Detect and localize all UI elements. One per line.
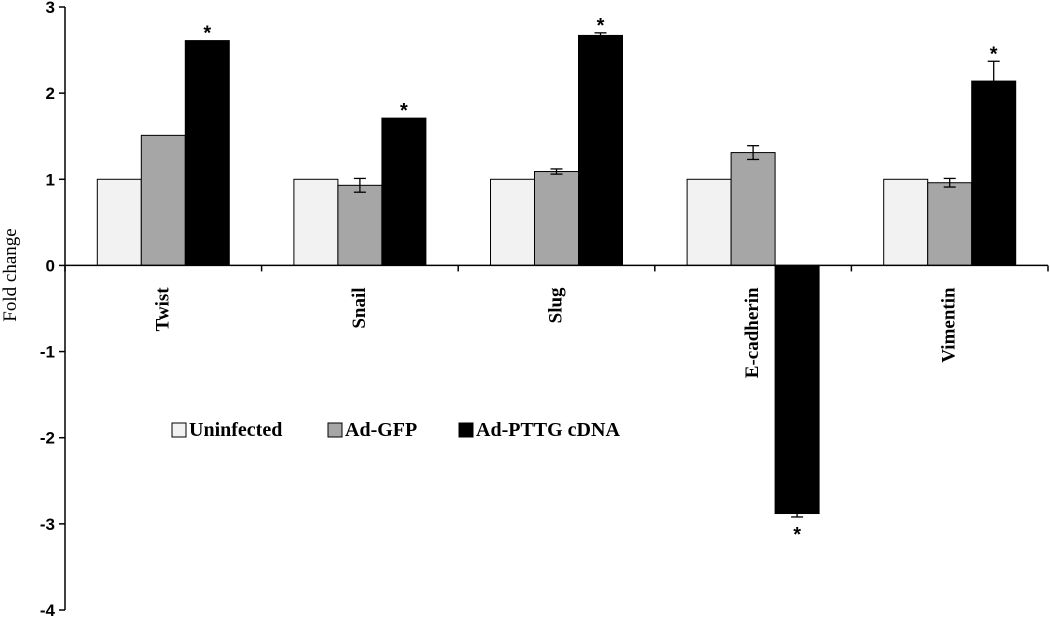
x-axis-ticks xyxy=(64,265,1049,272)
bars-layer xyxy=(96,34,1017,515)
bar-ad-pttg-cdna-slug xyxy=(578,34,623,266)
y-axis-ticks: 3 2 1 0 -1 -2 -3 -4 xyxy=(40,0,65,617)
significance-star: * xyxy=(400,100,408,122)
significance-marks: * * * * * xyxy=(203,15,997,546)
category-label: E-cadherin xyxy=(742,287,763,378)
bar-ad-pttg-cdna-e-cadherin xyxy=(774,264,820,515)
bar-ad-gfp-e-cadherin xyxy=(730,152,776,266)
y-tick-label: -4 xyxy=(40,601,56,617)
legend-label: Ad-PTTG cDNA xyxy=(476,419,620,441)
significance-star: * xyxy=(793,524,801,546)
category-label: Twist xyxy=(152,287,173,332)
bar-ad-gfp-vimentin xyxy=(927,182,973,266)
bar-uninfected-vimentin xyxy=(883,178,929,266)
bar-ad-pttg-cdna-twist xyxy=(184,40,230,266)
significance-star: * xyxy=(597,15,605,37)
y-tick-label: 0 xyxy=(46,256,55,275)
y-tick-label: 1 xyxy=(46,170,55,189)
legend-label: Uninfected xyxy=(189,419,282,441)
bar-ad-pttg-cdna-vimentin xyxy=(971,80,1017,266)
legend-swatch xyxy=(327,422,343,438)
y-tick-label: -2 xyxy=(40,429,55,448)
category-label: Vimentin xyxy=(939,287,960,363)
legend: Uninfected Ad-GFP Ad-PTTG cDNA xyxy=(171,419,620,441)
y-tick-label: -1 xyxy=(40,343,55,362)
significance-star: * xyxy=(203,23,211,45)
bar-uninfected-e-cadherin xyxy=(686,178,732,266)
y-axis-title: Fold change xyxy=(0,228,21,321)
legend-label: Ad-GFP xyxy=(345,419,417,441)
bar-ad-gfp-slug xyxy=(534,171,579,266)
bar-uninfected-snail xyxy=(293,178,339,266)
category-label: Snail xyxy=(349,287,370,328)
y-tick-label: 3 xyxy=(46,0,55,17)
bar-ad-gfp-snail xyxy=(337,184,383,266)
legend-swatch xyxy=(171,422,187,438)
legend-swatch xyxy=(458,422,474,438)
category-labels: Twist Snail Slug E-cadherin Vimentin xyxy=(152,287,959,378)
category-label: Slug xyxy=(546,287,567,323)
bar-ad-pttg-cdna-snail xyxy=(381,117,427,266)
significance-star: * xyxy=(990,43,998,65)
bar-uninfected-slug xyxy=(490,178,535,266)
bar-ad-gfp-twist xyxy=(140,134,186,266)
error-bars-layer xyxy=(353,32,1000,518)
y-tick-label: -3 xyxy=(40,515,55,534)
bar-uninfected-twist xyxy=(96,178,142,266)
y-tick-label: 2 xyxy=(46,84,55,103)
